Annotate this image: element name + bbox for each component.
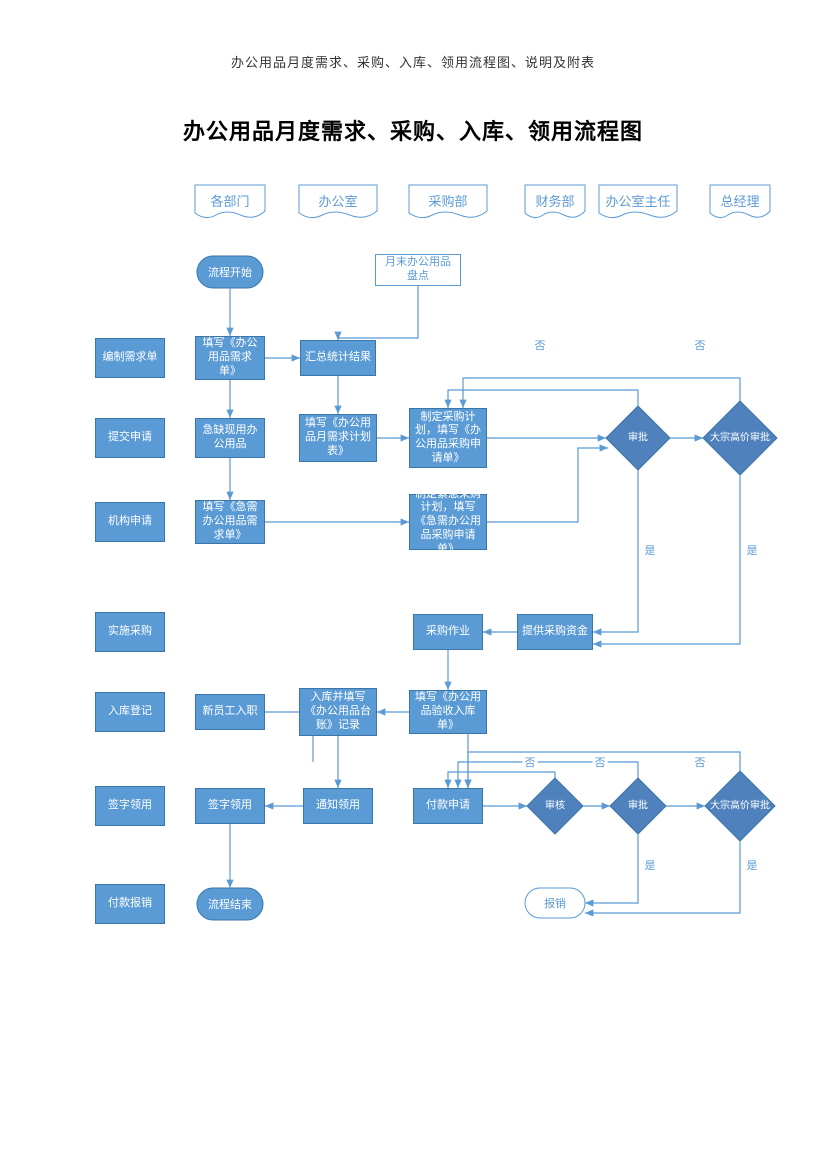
node-ph6: 签字领用 bbox=[95, 786, 165, 826]
lane-header-purch: 采购部 bbox=[409, 191, 487, 210]
node-n13: 签字领用 bbox=[195, 788, 265, 824]
svg-text:流程结束: 流程结束 bbox=[208, 897, 252, 911]
node-n14: 通知领用 bbox=[303, 788, 373, 824]
edge-label: 是 bbox=[745, 542, 760, 558]
node-n15: 付款申请 bbox=[413, 788, 483, 824]
node-n8: 采购作业 bbox=[413, 614, 483, 650]
node-ph7: 付款报销 bbox=[95, 884, 165, 924]
svg-text:流程开始: 流程开始 bbox=[208, 265, 252, 279]
node-ph4: 实施采购 bbox=[95, 612, 165, 652]
node-n2: 汇总统计结果 bbox=[300, 340, 376, 376]
node-ph1: 编制需求单 bbox=[95, 338, 165, 378]
node-n9: 提供采购资金 bbox=[517, 614, 593, 650]
edge-label: 是 bbox=[643, 542, 658, 558]
edge-label: 否 bbox=[593, 754, 608, 770]
lane-header-gm: 总经理 bbox=[710, 191, 770, 210]
node-ph2: 提交申请 bbox=[95, 418, 165, 458]
lane-header-office: 办公室 bbox=[299, 191, 377, 210]
node-n3: 急缺现用办公用品 bbox=[195, 418, 265, 458]
lane-header-dept: 各部门 bbox=[195, 191, 265, 210]
edge-label: 否 bbox=[693, 337, 708, 353]
node-ph5: 入库登记 bbox=[95, 692, 165, 732]
node-ph3: 机构申请 bbox=[95, 502, 165, 542]
node-n1: 填写《办公用品需求单》 bbox=[195, 336, 265, 380]
node-n4: 填写《办公用品月需求计划表》 bbox=[299, 414, 377, 462]
edge-label: 否 bbox=[533, 337, 548, 353]
node-n7: 制定紧急采购计划，填写《急需办公用品采购申请单》 bbox=[409, 494, 487, 550]
node-n6: 填写《急需办公用品需求单》 bbox=[195, 500, 265, 544]
node-n10: 新员工入职 bbox=[195, 694, 265, 730]
lane-header-dir: 办公室主任 bbox=[599, 191, 677, 210]
page: 办公用品月度需求、采购、入库、领用流程图、说明及附表 办公用品月度需求、采购、入… bbox=[0, 0, 826, 1169]
edge-label: 是 bbox=[643, 857, 658, 873]
node-n11: 入库并填写《办公用品台账》记录 bbox=[299, 688, 377, 736]
node-inventory: 月末办公用品盘点 bbox=[375, 254, 461, 286]
edge-label: 是 bbox=[745, 857, 760, 873]
edge-label: 否 bbox=[693, 754, 708, 770]
node-n12: 填写《办公用品验收入库单》 bbox=[409, 690, 487, 734]
svg-text:报销: 报销 bbox=[544, 896, 566, 910]
flowchart-svg: 流程开始流程结束 报销 bbox=[0, 0, 826, 1169]
node-n5: 制定采购计划，填写《办公用品采购申请单》 bbox=[409, 408, 487, 468]
edge-label: 否 bbox=[523, 754, 538, 770]
lane-header-finance: 财务部 bbox=[525, 191, 585, 210]
